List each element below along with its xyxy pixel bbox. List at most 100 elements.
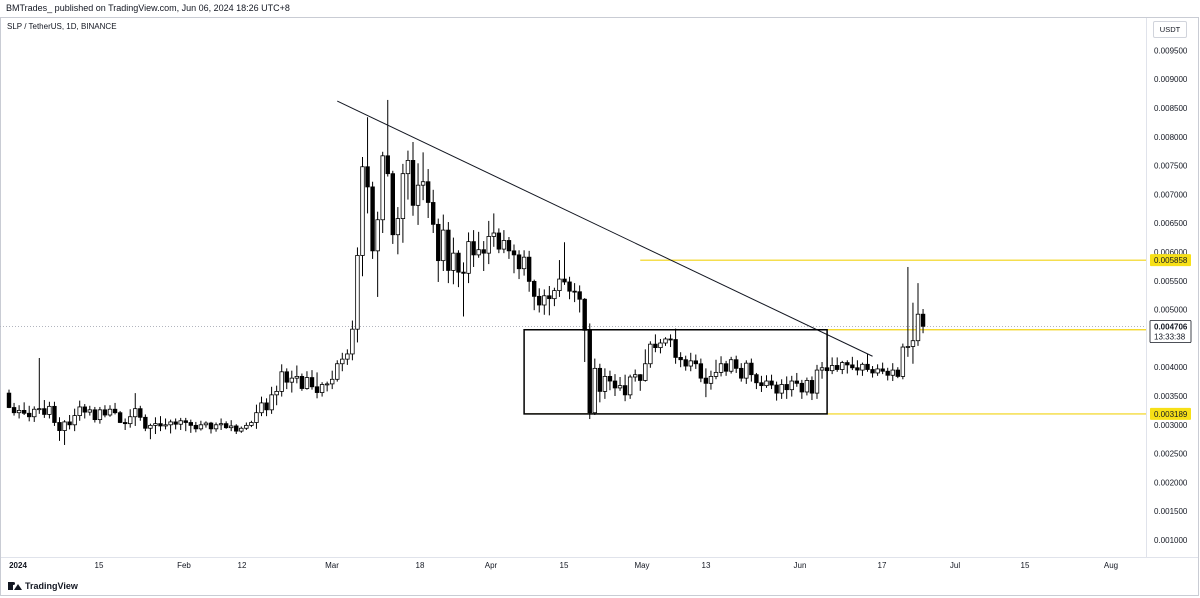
tradingview-logo[interactable]: TradingView bbox=[8, 581, 78, 591]
publish-info: BMTrades_ published on TradingView.com, … bbox=[6, 3, 290, 13]
candle-body bbox=[415, 184, 421, 206]
candle-body bbox=[875, 368, 880, 374]
candle-body bbox=[683, 359, 688, 367]
candle-body bbox=[284, 371, 289, 383]
candle-body bbox=[532, 280, 537, 297]
candle-body bbox=[228, 425, 234, 429]
price-tick-label: 0.002500 bbox=[1154, 450, 1188, 459]
candle-body bbox=[486, 236, 491, 254]
candle-body bbox=[289, 377, 294, 383]
candle-body bbox=[107, 408, 113, 416]
level-price-tag bbox=[1150, 407, 1191, 420]
candle-body bbox=[784, 384, 789, 391]
candle-body bbox=[476, 249, 481, 256]
time-tick-label: 2024 bbox=[9, 561, 27, 570]
time-tick-label: Feb bbox=[177, 561, 191, 570]
candle-body bbox=[37, 408, 42, 411]
candle-body bbox=[779, 384, 784, 394]
candle-body bbox=[648, 343, 653, 365]
candle-body bbox=[698, 363, 704, 379]
candle-body bbox=[734, 359, 739, 369]
candle-body bbox=[375, 219, 380, 252]
candle-body bbox=[501, 240, 507, 250]
candle-body bbox=[319, 384, 325, 393]
time-axis[interactable]: 2024 15 Feb 12 Mar 18 Apr 15 May 13 Jun 17 Jul 15 Aug bbox=[9, 561, 1118, 570]
candle-body bbox=[794, 380, 799, 384]
candle-body bbox=[102, 409, 108, 416]
candle-countdown-label: 13:33:38 bbox=[1154, 333, 1186, 342]
trendline[interactable] bbox=[337, 100, 873, 357]
candle-body bbox=[880, 368, 885, 372]
candle-body bbox=[148, 424, 153, 429]
candle-body bbox=[244, 424, 249, 429]
candle-body bbox=[436, 223, 441, 262]
candle-body bbox=[718, 363, 724, 373]
candle-body bbox=[350, 328, 355, 355]
candle-body bbox=[400, 173, 406, 219]
candle-body bbox=[511, 250, 517, 256]
candle-body bbox=[764, 380, 769, 387]
candle-body bbox=[67, 421, 72, 426]
candle-body bbox=[638, 374, 643, 381]
candle-body bbox=[663, 338, 668, 344]
candle-body bbox=[895, 369, 900, 377]
time-tick-label: 18 bbox=[416, 561, 425, 570]
candle-body bbox=[885, 370, 890, 376]
candle-body bbox=[335, 363, 340, 380]
price-tick-label: 0.009500 bbox=[1154, 46, 1188, 55]
candle-body bbox=[117, 412, 123, 423]
candle-body bbox=[345, 353, 350, 360]
candle-body bbox=[804, 380, 810, 393]
candle-body bbox=[688, 360, 693, 367]
candle-body bbox=[577, 291, 582, 300]
candle-body bbox=[52, 405, 57, 423]
level-price-label: 0.005858 bbox=[1154, 256, 1188, 265]
price-axis[interactable]: 0.009500 0.009000 0.008500 0.008000 0.007500… bbox=[1154, 46, 1188, 545]
candle-body bbox=[850, 364, 855, 369]
candle-body bbox=[920, 313, 926, 327]
candle-body bbox=[471, 241, 476, 256]
candle-body bbox=[491, 232, 496, 237]
candle-body bbox=[173, 421, 178, 425]
candle-body bbox=[234, 425, 239, 432]
candle-body bbox=[112, 408, 118, 414]
candle-body bbox=[441, 229, 446, 262]
time-tick-label: Jun bbox=[794, 561, 807, 570]
candle-body bbox=[21, 409, 27, 414]
candle-body bbox=[158, 423, 163, 427]
candle-body bbox=[57, 422, 62, 431]
candle-body bbox=[360, 166, 365, 256]
candle-body bbox=[370, 186, 375, 252]
candle-body bbox=[274, 390, 279, 396]
time-tick-label: 17 bbox=[878, 561, 887, 570]
candle-body bbox=[774, 384, 779, 394]
candle-body bbox=[582, 298, 587, 331]
candle-body bbox=[905, 346, 911, 348]
price-tick-label: 0.005500 bbox=[1154, 277, 1188, 286]
time-tick-label: Mar bbox=[325, 561, 339, 570]
candle-body bbox=[653, 343, 658, 349]
candle-body bbox=[405, 160, 411, 175]
candle-body bbox=[410, 160, 416, 206]
candle-body bbox=[587, 329, 592, 414]
candle-body bbox=[799, 382, 805, 393]
candle-body bbox=[324, 383, 330, 386]
currency-button[interactable]: USDT bbox=[1153, 21, 1187, 38]
last-price-label: 0.004706 bbox=[1154, 323, 1188, 332]
candle-body bbox=[314, 386, 320, 393]
price-tick-label: 0.007500 bbox=[1154, 162, 1188, 171]
candle-body bbox=[607, 376, 613, 382]
candle-body bbox=[633, 374, 638, 378]
price-tick-label: 0.001500 bbox=[1154, 507, 1188, 516]
candle-body bbox=[143, 416, 148, 429]
time-tick-label: Jul bbox=[950, 561, 960, 570]
candle-body bbox=[693, 360, 698, 365]
candle-body bbox=[430, 202, 436, 225]
range-box[interactable] bbox=[523, 329, 828, 415]
candle-body bbox=[915, 313, 921, 342]
candle-body bbox=[819, 367, 825, 371]
candle-body bbox=[208, 422, 214, 430]
price-tick-label: 0.003500 bbox=[1154, 392, 1188, 401]
candle-body bbox=[127, 416, 133, 425]
